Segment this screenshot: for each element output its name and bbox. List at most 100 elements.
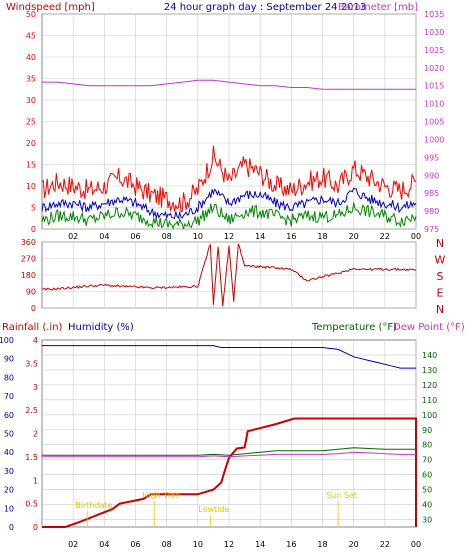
humidity-tick-label: 80 bbox=[4, 373, 14, 382]
right-tick-label: 1005 bbox=[424, 118, 444, 127]
humidity-tick-label: 30 bbox=[4, 467, 14, 476]
right-tick-label: 990 bbox=[424, 171, 439, 180]
rain-tick-label: 3 bbox=[33, 383, 38, 392]
humidity-tick-label: 20 bbox=[4, 486, 14, 495]
left-tick-label: 0 bbox=[31, 225, 36, 234]
rain-tick-label: 2.5 bbox=[25, 406, 38, 415]
rain-tick-label: 1 bbox=[33, 476, 38, 485]
x-tick-label-rain: 00 bbox=[411, 540, 421, 549]
wind-gust-line bbox=[41, 145, 417, 213]
temperature-tick-label: 90 bbox=[422, 426, 432, 435]
direction-series bbox=[41, 243, 417, 307]
x-tick-label-rain: 18 bbox=[317, 540, 327, 549]
right-tick-label: 1020 bbox=[424, 64, 444, 73]
x-tick-label-rain: 10 bbox=[193, 540, 203, 549]
wind-low-line bbox=[41, 202, 417, 230]
x-tick-label-wind: 00 bbox=[411, 232, 421, 241]
rainfall-label: Rainfall (.in) bbox=[2, 322, 63, 333]
wind-avg-line bbox=[41, 187, 417, 220]
temperature-tick-label: 120 bbox=[422, 381, 437, 390]
temperature-tick-label: 40 bbox=[422, 501, 432, 510]
left-tick-label: 25 bbox=[26, 118, 36, 127]
humidity-tick-label: 50 bbox=[4, 430, 14, 439]
x-tick-label-wind: 10 bbox=[193, 232, 203, 241]
temperature-tick-label: 110 bbox=[422, 396, 437, 405]
compass-label: N bbox=[436, 237, 444, 250]
x-tick-label-rain: 14 bbox=[255, 540, 265, 549]
x-tick-label-wind: 20 bbox=[349, 232, 359, 241]
x-tick-label-rain: 04 bbox=[99, 540, 109, 549]
right-tick-label: 1035 bbox=[424, 10, 444, 19]
axis-ticks: 0202040406060808101012121414161618182020… bbox=[0, 10, 446, 549]
humidity-tick-label: 40 bbox=[4, 448, 14, 457]
annotation-label: Birthdate bbox=[75, 501, 112, 510]
x-tick-label-rain: 16 bbox=[286, 540, 296, 549]
temperature-tick-label: 60 bbox=[422, 471, 432, 480]
annotation-label: Sun Set bbox=[326, 491, 357, 500]
x-tick-label-rain: 20 bbox=[349, 540, 359, 549]
windspeed-label: Windspeed [mph] bbox=[6, 2, 95, 13]
left-tick-label: 50 bbox=[26, 10, 36, 19]
wind-direction-line bbox=[41, 243, 417, 307]
x-tick-label-wind: 18 bbox=[317, 232, 327, 241]
x-tick-label-rain: 06 bbox=[130, 540, 140, 549]
left-tick-label: 20 bbox=[26, 139, 36, 148]
x-tick-label-wind: 08 bbox=[162, 232, 172, 241]
x-tick-label-wind: 02 bbox=[68, 232, 78, 241]
right-tick-label: 1025 bbox=[424, 46, 444, 55]
x-tick-label-wind: 16 bbox=[286, 232, 296, 241]
right-tick-label: 980 bbox=[424, 207, 439, 216]
left-tick-label: 10 bbox=[26, 182, 36, 191]
barometer-line bbox=[42, 79, 416, 90]
x-tick-label-rain: 08 bbox=[162, 540, 172, 549]
temperature-tick-label: 70 bbox=[422, 456, 432, 465]
rain-tick-label: 4 bbox=[33, 336, 38, 345]
left-tick-label: 35 bbox=[26, 75, 36, 84]
direction-tick-label: 90 bbox=[26, 288, 36, 297]
left-tick-label: 5 bbox=[31, 204, 36, 213]
left-tick-label: 40 bbox=[26, 53, 36, 62]
rain-panel-series: Birthdate High Tide Lowtide Sun Set bbox=[42, 345, 417, 528]
x-tick-label-wind: 12 bbox=[224, 232, 234, 241]
right-tick-label: 1015 bbox=[424, 82, 444, 91]
humidity-tick-label: 0 bbox=[9, 523, 14, 532]
x-tick-label-wind: 14 bbox=[255, 232, 265, 241]
rain-tick-label: 0 bbox=[33, 523, 38, 532]
dewpoint-label: Dew Point (°F) bbox=[393, 322, 465, 333]
x-tick-label-wind: 22 bbox=[380, 232, 390, 241]
x-tick-label-rain: 22 bbox=[380, 540, 390, 549]
annotation-label: Lowtide bbox=[198, 505, 229, 514]
humidity-tick-label: 10 bbox=[4, 504, 14, 513]
x-tick-label-rain: 02 bbox=[68, 540, 78, 549]
rain-tick-label: 2 bbox=[33, 430, 38, 439]
rain-line bbox=[42, 417, 417, 528]
temperature-tick-label: 140 bbox=[422, 351, 437, 360]
humidity-tick-label: 60 bbox=[4, 411, 14, 420]
temperature-line bbox=[42, 447, 416, 456]
humidity-line bbox=[42, 345, 416, 369]
x-tick-label-wind: 06 bbox=[130, 232, 140, 241]
humidity-tick-label: 70 bbox=[4, 392, 14, 401]
temperature-tick-label: 50 bbox=[422, 486, 432, 495]
temperature-tick-label: 130 bbox=[422, 366, 437, 375]
dewpoint-line bbox=[42, 451, 416, 458]
right-tick-label: 1000 bbox=[424, 135, 444, 144]
humidity-tick-label: 90 bbox=[4, 355, 14, 364]
annotation-label: High Tide bbox=[142, 491, 180, 500]
rain-tick-label: 0.5 bbox=[25, 500, 38, 509]
temperature-label: Temperature (°F) bbox=[311, 322, 397, 333]
temperature-tick-label: 100 bbox=[422, 411, 437, 420]
temperature-tick-label: 80 bbox=[422, 441, 432, 450]
rain-tick-label: 1.5 bbox=[25, 453, 38, 462]
right-tick-label: 1030 bbox=[424, 28, 444, 37]
x-tick-label-wind: 04 bbox=[99, 232, 109, 241]
graph-title: 24 hour graph day : September 24 2013 bbox=[164, 2, 366, 13]
barometer-label: Barometer [mb] bbox=[338, 2, 418, 13]
humidity-label: Humidity (%) bbox=[68, 322, 134, 333]
x-tick-label-rain: 12 bbox=[224, 540, 234, 549]
barometer-series bbox=[42, 79, 416, 90]
wind-series bbox=[41, 145, 417, 230]
compass-label: W bbox=[435, 254, 446, 267]
humidity-tick-label: 100 bbox=[0, 336, 14, 345]
